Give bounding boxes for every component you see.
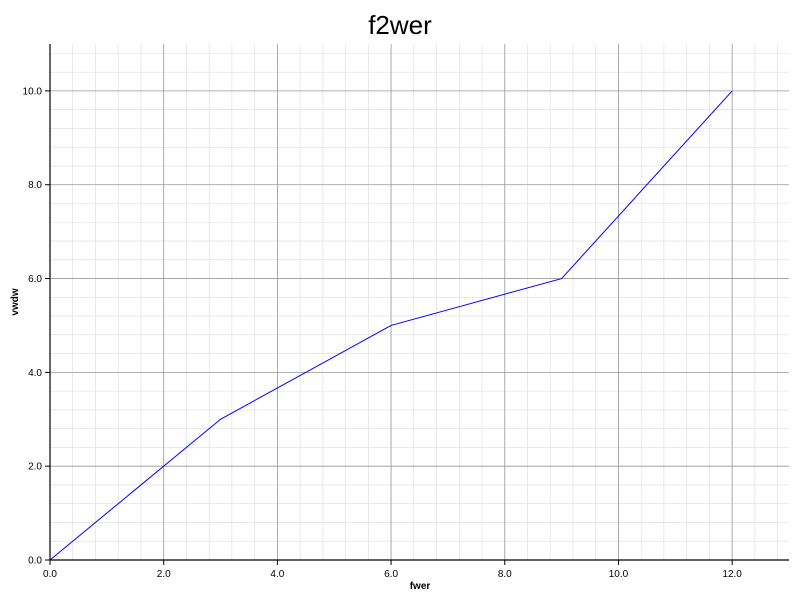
y-tick-label: 10.0 <box>23 86 43 97</box>
y-tick-label: 8.0 <box>28 180 42 191</box>
axes <box>49 44 789 561</box>
x-tick-label: 12.0 <box>722 569 742 580</box>
axis-ticks: 0.0 2.0 4.0 6.0 8.0 10.0 12.0 0.0 2.0 4.0 6.0 8.0 10… <box>23 86 743 580</box>
x-tick-label: 6.0 <box>384 569 398 580</box>
y-tick-label: 2.0 <box>28 462 42 473</box>
major-gridlines <box>49 44 789 561</box>
x-tick-label: 2.0 <box>157 569 171 580</box>
x-tick-label: 0.0 <box>43 569 57 580</box>
chart-title: f2wer <box>368 10 432 40</box>
x-axis-label: fwer <box>410 581 431 592</box>
y-tick-label: 0.0 <box>28 556 42 567</box>
y-tick-label: 6.0 <box>28 274 42 285</box>
series-line <box>49 90 733 561</box>
x-tick-label: 10.0 <box>609 569 629 580</box>
y-tick-label: 4.0 <box>28 368 42 379</box>
x-tick-label: 8.0 <box>498 569 512 580</box>
series-group <box>49 90 733 561</box>
y-axis-label: vwdw <box>10 288 21 315</box>
minor-gridlines <box>49 44 789 561</box>
x-tick-label: 4.0 <box>270 569 284 580</box>
